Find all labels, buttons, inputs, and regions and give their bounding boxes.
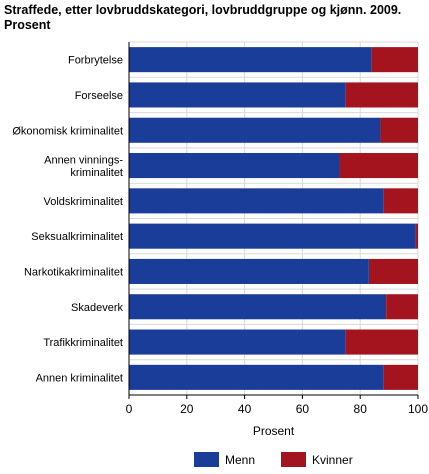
bar-menn-2 xyxy=(129,117,381,143)
x-axis-title: Prosent xyxy=(253,424,295,438)
category-label-9: Annen kriminalitet xyxy=(36,372,123,384)
bar-menn-6 xyxy=(129,258,369,284)
bar-menn-8 xyxy=(129,329,346,355)
bar-kvinner-5 xyxy=(415,223,418,249)
bar-kvinner-9 xyxy=(383,364,418,390)
bar-menn-9 xyxy=(129,364,384,390)
bar-kvinner-3 xyxy=(339,153,418,179)
bar-kvinner-0 xyxy=(371,47,418,73)
chart-title: Straffede, etter lovbruddskategori, lovb… xyxy=(4,3,426,33)
category-label-6: Narkotikakriminalitet xyxy=(24,266,123,278)
bar-menn-3 xyxy=(129,153,340,179)
category-label-line: Forseelse xyxy=(75,90,123,102)
bar-kvinner-7 xyxy=(386,294,418,320)
category-label-line: Forbrytelse xyxy=(68,55,123,67)
bar-menn-7 xyxy=(129,294,387,320)
category-label-0: Forbrytelse xyxy=(68,55,123,67)
bar-kvinner-8 xyxy=(345,329,418,355)
category-label-line: Seksualkriminalitet xyxy=(31,231,123,243)
category-label-1: Forseelse xyxy=(75,90,123,102)
category-label-5: Seksualkriminalitet xyxy=(31,231,123,243)
category-label-line: Voldskriminalitet xyxy=(44,196,123,208)
bar-kvinner-6 xyxy=(368,258,418,284)
x-tick-label-80: 80 xyxy=(354,402,368,416)
x-tick-label-40: 40 xyxy=(238,402,252,416)
x-tick-label-0: 0 xyxy=(126,402,133,416)
bar-menn-4 xyxy=(129,188,384,214)
category-label-2: Økonomisk kriminalitet xyxy=(12,125,123,137)
x-tick-label-100: 100 xyxy=(408,402,428,416)
x-tick-label-20: 20 xyxy=(180,402,194,416)
bar-kvinner-4 xyxy=(383,188,418,214)
category-label-line: Annen vinnings- xyxy=(44,154,123,166)
category-label-line: Skadeverk xyxy=(71,302,123,314)
x-tick-label-60: 60 xyxy=(296,402,310,416)
legend-label-menn: Menn xyxy=(225,453,255,467)
category-label-7: Skadeverk xyxy=(71,302,123,314)
category-label-line: Narkotikakriminalitet xyxy=(24,266,123,278)
chart-title-line-1: Straffede, etter lovbruddskategori, lovb… xyxy=(4,3,402,17)
legend-swatch-menn xyxy=(194,452,219,467)
category-label-8: Trafikkriminalitet xyxy=(43,337,123,349)
category-label-3: Annen vinnings-kriminalitet xyxy=(44,154,123,179)
chart-title-line-2: Prosent xyxy=(4,18,51,32)
bar-kvinner-1 xyxy=(345,82,418,108)
category-label-line: Trafikkriminalitet xyxy=(43,337,123,349)
legend-swatch-kvinner xyxy=(281,452,306,467)
bar-menn-1 xyxy=(129,82,346,108)
category-label-line: Annen kriminalitet xyxy=(36,372,123,384)
bar-menn-5 xyxy=(129,223,416,249)
category-label-4: Voldskriminalitet xyxy=(44,196,123,208)
bar-kvinner-2 xyxy=(380,117,418,143)
category-label-line: Økonomisk kriminalitet xyxy=(12,125,123,137)
category-label-line: kriminalitet xyxy=(70,167,123,179)
legend-label-kvinner: Kvinner xyxy=(312,453,353,467)
bar-menn-0 xyxy=(129,47,372,73)
